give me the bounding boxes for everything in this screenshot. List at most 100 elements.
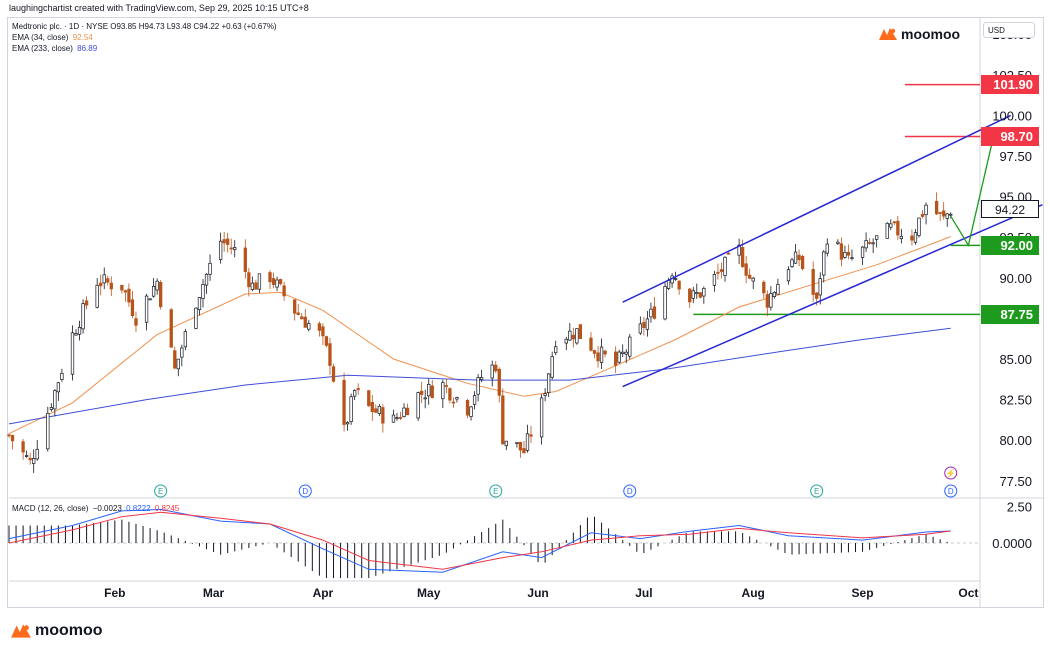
event-marker [489, 484, 503, 498]
candle-body [546, 373, 551, 393]
candle-body [871, 242, 875, 245]
candle-body [275, 279, 279, 288]
candle-body [617, 351, 621, 363]
level-label-92-00: 92.00 [981, 235, 1039, 255]
candle-body [737, 244, 741, 256]
candle-body [106, 278, 110, 283]
candle-body [144, 295, 149, 323]
y-tick-label: 82.50 [999, 393, 1032, 408]
candle-body [843, 252, 847, 258]
candle-body [455, 397, 459, 400]
candle-body [46, 412, 50, 450]
candle-body [77, 327, 82, 335]
ema233-line [8, 327, 951, 425]
candle-body [271, 278, 276, 285]
macd-line-value: 0.8222 [126, 504, 151, 513]
candle-body [896, 220, 900, 236]
level-label-87-75: 87.75 [981, 304, 1039, 324]
ema34-value: 92.54 [72, 33, 93, 42]
candle-body [748, 274, 752, 279]
macd-signal-line [8, 511, 951, 570]
candle-body [875, 235, 879, 240]
candle-body [222, 239, 226, 244]
candle-body [846, 251, 851, 256]
projection-arrow-line [950, 138, 994, 248]
candle-body [243, 247, 247, 272]
x-tick-label: Jun [527, 586, 548, 600]
candle-body [815, 292, 819, 299]
candle-body [688, 288, 692, 303]
event-marker [154, 484, 168, 498]
candle-body [479, 377, 484, 380]
candle-body [550, 356, 554, 378]
candle-body [416, 392, 420, 419]
candle-body [10, 435, 15, 442]
candle-body [49, 407, 53, 410]
candle-body [839, 243, 844, 260]
candle-body [719, 269, 724, 272]
candle-body [666, 279, 671, 289]
candle-body [539, 397, 544, 438]
candle-body [716, 271, 720, 274]
candle-body [342, 379, 346, 425]
candle-body [515, 442, 519, 444]
y-tick-label: 100.00 [992, 108, 1032, 123]
candle-body [765, 294, 769, 308]
chart-credit: laughingchartist created with TradingVie… [9, 3, 309, 13]
candle-body [494, 364, 498, 372]
candle-body [867, 242, 872, 244]
candle-body [564, 338, 568, 344]
candle-body [176, 358, 180, 370]
candle-body [652, 306, 657, 319]
currency-selector[interactable]: USD [983, 22, 1035, 38]
y-tick-label: 90.00 [999, 271, 1032, 286]
candle-body [420, 390, 424, 395]
candle-body [226, 238, 230, 245]
symbol-legend: Medtronic plc. · 1D · NYSE O93.85 H94.73… [12, 22, 277, 31]
candle-body [173, 350, 177, 369]
candle-body [331, 366, 336, 382]
level-label-101-90: 101.90 [981, 75, 1039, 95]
candle-body [938, 212, 942, 214]
candle-body [762, 281, 766, 294]
candle-body [621, 351, 625, 355]
macd-signal-value: 0.8245 [154, 504, 180, 513]
candle-body [751, 277, 755, 282]
macd-value: −0.0023 [92, 504, 122, 513]
candle-body [423, 397, 427, 400]
candle-body [229, 247, 233, 250]
candle-body [321, 326, 325, 337]
candle-body [596, 352, 600, 362]
candle-body [934, 200, 939, 215]
candle-body [892, 221, 896, 224]
ema233-value: 86.89 [77, 44, 98, 53]
channel-upper-line [622, 114, 1012, 303]
candle-body [218, 240, 223, 260]
candle-body [793, 251, 798, 264]
candle-body [673, 278, 678, 280]
event-marker [810, 484, 824, 498]
candle-body [159, 281, 163, 308]
candle-body [638, 323, 643, 334]
candle-body [183, 331, 188, 348]
candle-body [554, 346, 558, 354]
candle-body [282, 285, 286, 297]
macd-tick-label: 2.50 [1007, 500, 1032, 515]
candle-body [885, 222, 889, 239]
candle-body [356, 388, 360, 391]
candle-body [949, 213, 953, 216]
candle-body [398, 417, 403, 419]
candle-body [790, 259, 794, 267]
x-tick-label: Aug [742, 586, 765, 600]
candle-body [942, 210, 946, 217]
candle-body [35, 448, 39, 460]
candle-body [769, 293, 773, 308]
candle-body [624, 351, 628, 355]
candle-body [899, 235, 904, 240]
x-tick-label: Oct [958, 586, 978, 600]
candle-body [377, 405, 381, 414]
x-tick-label: Apr [313, 586, 334, 600]
ema34-label: EMA (34, close) [12, 33, 69, 42]
candle-body [578, 324, 583, 339]
